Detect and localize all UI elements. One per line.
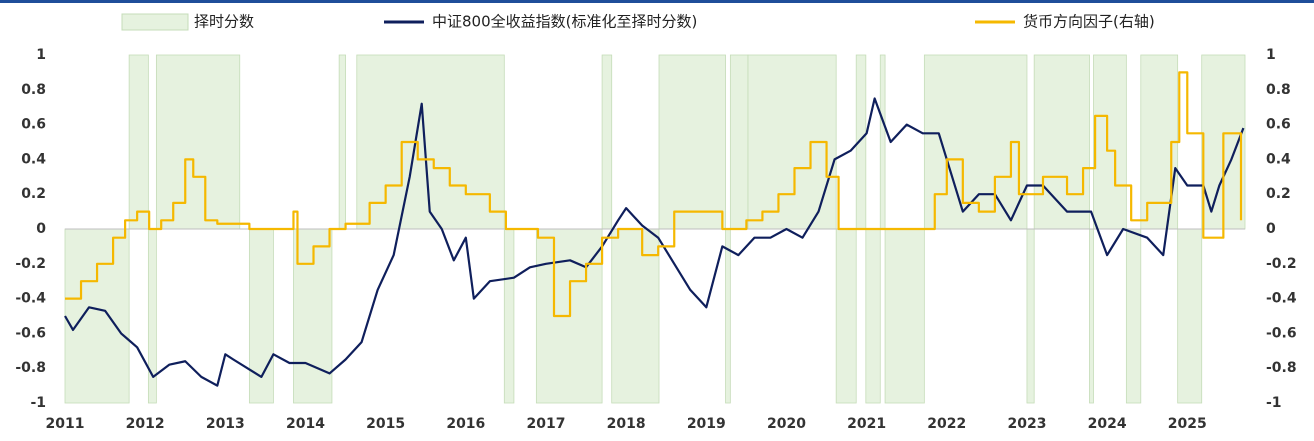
timing-segment (658, 54, 726, 230)
y-tick-label: -0.4 (15, 291, 46, 307)
x-tick-label: 2016 (446, 416, 485, 432)
y2-tick-label: -0.8 (1266, 360, 1297, 376)
timing-segment (884, 228, 925, 404)
y-tick-label: 0.6 (21, 117, 46, 133)
x-tick-label: 2014 (286, 416, 325, 432)
x-tick-label: 2022 (927, 416, 966, 432)
timing-segment (1125, 228, 1142, 404)
timing-segment (879, 54, 886, 230)
timing-segment (611, 228, 660, 404)
timing-segment (128, 54, 149, 230)
step-line (65, 71, 1243, 318)
lines (64, 71, 1245, 387)
y-tick-label: -1 (30, 395, 46, 411)
axes: -1 -0.8 -0.6 -0.4 -0.2 0 0.2 0.4 0.6 0.8 1 -1 -0.8 -0… (15, 47, 1296, 432)
x-tick-label: 2023 (1007, 416, 1046, 432)
y2-tick-label: 0 (1266, 221, 1276, 237)
timing-segment (725, 228, 731, 404)
x-tick-label: 2017 (526, 416, 565, 432)
timing-segment (338, 54, 346, 230)
timing-segment (1177, 228, 1203, 404)
x-tick-label: 2013 (206, 416, 245, 432)
timing-segment (865, 228, 881, 404)
timing-segment (503, 228, 515, 404)
x-tick-label: 2012 (126, 416, 165, 432)
y2-tick-label: -0.4 (1266, 291, 1297, 307)
y-tick-label: 0.8 (21, 82, 46, 98)
x-tick-label: 2020 (767, 416, 806, 432)
y-tick-label: -0.6 (15, 325, 46, 341)
y-tick-label: 0 (36, 221, 46, 237)
timing-segment (1089, 228, 1094, 404)
y-tick-label: 0.4 (21, 151, 46, 167)
y-tick-label: 1 (36, 47, 46, 63)
timing-segment (1026, 228, 1035, 404)
timing-segment (601, 54, 613, 230)
y2-tick-label: 0.6 (1266, 117, 1291, 133)
legend-swatch (121, 13, 189, 31)
x-tick-label: 2021 (847, 416, 886, 432)
timing-segment (155, 54, 241, 230)
legend: 择时分数 中证800全收益指数(标准化至择时分数) 货币方向因子(右轴) (121, 13, 1155, 31)
timing-segment (1093, 54, 1127, 230)
x-tick-label: 2019 (687, 416, 726, 432)
y2-tick-label: 0.4 (1266, 151, 1291, 167)
timing-segment (729, 54, 749, 230)
y-tick-label: 0.2 (21, 186, 46, 202)
y-tick-label: -0.2 (15, 256, 46, 272)
x-tick-label: 2025 (1168, 416, 1207, 432)
top-border (0, 0, 1314, 3)
y2-tick-label: -0.2 (1266, 256, 1297, 272)
timing-segment (835, 228, 857, 404)
y2-tick-label: 0.8 (1266, 82, 1291, 98)
y2-tick-label: 0.2 (1266, 186, 1291, 202)
y-tick-label: -0.8 (15, 360, 46, 376)
timing-segment (248, 228, 274, 404)
x-tick-label: 2018 (607, 416, 646, 432)
legend-label: 中证800全收益指数(标准化至择时分数) (432, 13, 697, 31)
x-tick-label: 2011 (46, 416, 85, 432)
legend-label: 货币方向因子(右轴) (1023, 13, 1155, 31)
index-line (64, 97, 1245, 387)
x-tick-label: 2015 (366, 416, 405, 432)
timing-segment (64, 228, 130, 404)
legend-label: 择时分数 (194, 13, 254, 31)
y2-tick-label: 1 (1266, 47, 1276, 63)
x-tick-label: 2024 (1088, 416, 1127, 432)
timing-segment (356, 54, 505, 230)
y2-tick-label: -1 (1266, 395, 1282, 411)
plot-area (64, 54, 1246, 404)
timing-area (64, 54, 1246, 404)
y2-tick-label: -0.6 (1266, 325, 1297, 341)
timing-segment (1033, 54, 1090, 230)
